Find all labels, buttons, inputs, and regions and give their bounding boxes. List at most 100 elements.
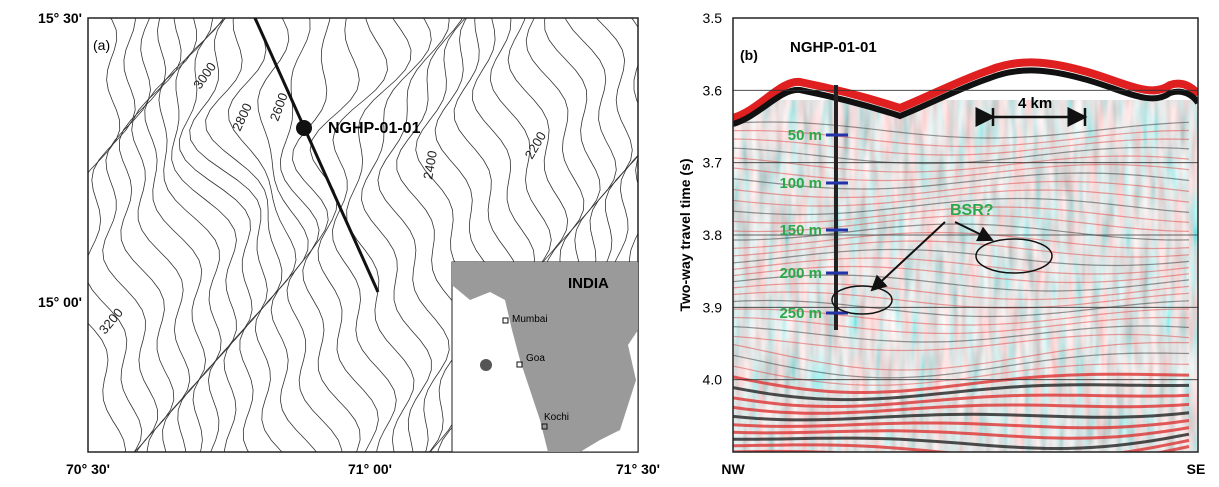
inset: INDIA Mumbai Goa Kochi: [451, 261, 639, 453]
inset-title: INDIA: [568, 275, 609, 292]
contour: [205, 18, 283, 452]
contour: [228, 18, 297, 452]
reflector: [733, 325, 1190, 343]
city-marker: [516, 361, 523, 368]
contour: [396, 18, 468, 452]
panel-label: (b): [740, 47, 758, 63]
site-dot-inset: [480, 359, 492, 371]
contour: [292, 18, 361, 452]
contour: [119, 18, 175, 452]
reflector: [733, 352, 1190, 379]
lon-label: 71° 30': [616, 461, 660, 477]
bsr-ellipse: [975, 238, 1053, 274]
scale-label: 4 km: [1018, 95, 1052, 112]
contour: [178, 18, 253, 452]
reflector: [733, 240, 1190, 258]
bsr-label: BSR?: [950, 202, 994, 219]
reflector: [733, 291, 1190, 309]
contour: [189, 18, 268, 452]
y-tick-label: 4.0: [703, 372, 723, 388]
depth-label: 200 m: [779, 265, 822, 282]
contour: [309, 18, 379, 452]
reflector: [733, 197, 1190, 216]
reflector: [733, 172, 1190, 190]
city-label: Mumbai: [512, 314, 548, 325]
city-marker: [502, 317, 509, 324]
reflector: [733, 274, 1190, 292]
reflector: [733, 121, 1190, 139]
site-dot: [296, 120, 312, 136]
contour: [610, 154, 638, 320]
bsr-arrow: [870, 221, 946, 292]
reflector: [733, 402, 1190, 415]
depth-label: 50 m: [788, 127, 822, 144]
reflector: [733, 138, 1190, 156]
contour: [361, 18, 432, 452]
reflector: [733, 383, 1190, 402]
reflector: [733, 129, 1190, 148]
reflector: [733, 248, 1190, 267]
seismic: [733, 18, 1198, 452]
lat-label: 15° 00': [38, 294, 82, 310]
reflector: [733, 341, 1190, 371]
contour: [279, 18, 343, 452]
contour-label: 2400: [420, 149, 440, 180]
land: [452, 262, 638, 452]
city-label: Goa: [526, 353, 545, 364]
reflector: [733, 189, 1190, 207]
contour: [88, 18, 127, 452]
lat-label: 15° 30': [38, 10, 82, 26]
reflector: [1184, 451, 1189, 452]
y-tick-label: 3.8: [703, 227, 723, 243]
y-tick-label: 3.9: [703, 299, 723, 315]
depth-label: 100 m: [779, 175, 822, 192]
reflector: [733, 257, 1190, 275]
contour: [377, 18, 450, 452]
reflector: [733, 419, 1190, 430]
panel-label: (a): [93, 37, 110, 53]
city-marker: [541, 423, 548, 430]
reflector: [733, 282, 1190, 301]
reflector: [733, 393, 1190, 408]
section-frame: [732, 17, 1199, 453]
contour: [144, 18, 207, 452]
reflector: [733, 299, 1190, 318]
contour-label: 3200: [96, 305, 126, 337]
reflector: [733, 432, 1190, 451]
reflector: [733, 155, 1190, 173]
depth-label: 150 m: [779, 222, 822, 239]
y-tick-label: 3.5: [703, 10, 723, 26]
lon-label: 71° 00': [348, 461, 392, 477]
y-tick-label: 3.6: [703, 82, 723, 98]
contour-label: 3000: [190, 59, 219, 91]
reflector: [733, 316, 1190, 335]
reflector: [733, 362, 1190, 386]
contour: [102, 18, 159, 452]
reflector: [733, 308, 1190, 326]
reflector: [733, 333, 1190, 352]
end-label: NW: [721, 461, 745, 477]
reflector: [733, 214, 1190, 233]
map-frame: [87, 17, 639, 453]
reflector: [733, 265, 1190, 284]
contour: [88, 18, 143, 452]
site-label: NGHP-01-01: [328, 120, 421, 137]
city-label: Kochi: [544, 412, 569, 423]
reflector: [733, 206, 1190, 224]
site-label: NGHP-01-01: [790, 39, 877, 56]
depth-label: 250 m: [779, 305, 822, 322]
bsr-arrow: [954, 221, 994, 242]
contour: [171, 18, 237, 452]
reflector: [733, 426, 1190, 440]
bsr-ellipse: [831, 285, 893, 315]
contour: [257, 18, 317, 452]
lon-label: 70° 30': [66, 461, 110, 477]
y-tick-label: 3.7: [703, 155, 723, 171]
contour: [131, 18, 191, 452]
contour-label: 2800: [229, 101, 255, 134]
reflector: [733, 411, 1190, 422]
seismic-line: [253, 17, 380, 293]
end-label: SE: [1187, 461, 1206, 477]
contour: [332, 18, 397, 452]
